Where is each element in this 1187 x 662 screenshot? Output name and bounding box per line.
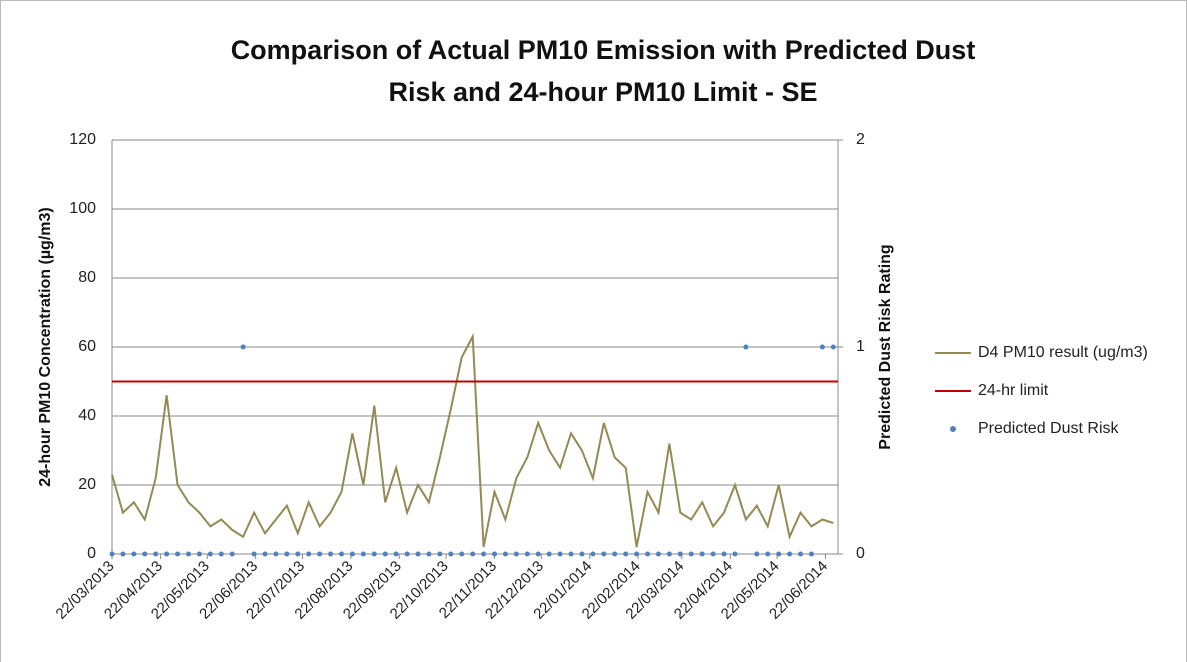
y-tick-label: 60 <box>78 338 96 355</box>
risk-point <box>153 551 159 557</box>
risk-point <box>645 551 651 557</box>
risk-point <box>710 551 716 557</box>
chart-title: Risk and 24-hour PM10 Limit - SE <box>388 77 817 107</box>
risk-point <box>623 551 629 557</box>
risk-point <box>404 551 410 557</box>
risk-point <box>612 551 618 557</box>
risk-point <box>819 344 825 350</box>
risk-point <box>415 551 421 557</box>
risk-point <box>207 551 213 557</box>
risk-point <box>601 551 607 557</box>
y-tick-label: 40 <box>78 407 96 424</box>
risk-point <box>382 551 388 557</box>
legend-label: Predicted Dust Risk <box>978 420 1119 437</box>
risk-point <box>688 551 694 557</box>
chart-title: Comparison of Actual PM10 Emission with … <box>231 35 976 65</box>
y2-axis-title: Predicted Dust Risk Rating <box>877 244 894 449</box>
risk-point <box>448 551 454 557</box>
y2-tick-label: 1 <box>856 338 865 355</box>
risk-point <box>339 551 345 557</box>
risk-point <box>481 551 487 557</box>
risk-point <box>754 551 760 557</box>
risk-point <box>470 551 476 557</box>
risk-point <box>142 551 148 557</box>
risk-point <box>732 551 738 557</box>
risk-point <box>437 551 443 557</box>
risk-point <box>218 551 224 557</box>
risk-point <box>295 551 301 557</box>
risk-point <box>131 551 137 557</box>
risk-point <box>273 551 279 557</box>
risk-point <box>557 551 563 557</box>
risk-point <box>164 551 170 557</box>
risk-point <box>590 551 596 557</box>
risk-point <box>765 551 771 557</box>
risk-point <box>492 551 498 557</box>
risk-point <box>677 551 683 557</box>
y-tick-label: 20 <box>78 476 96 493</box>
risk-point <box>284 551 290 557</box>
risk-point <box>830 344 836 350</box>
risk-point <box>579 551 585 557</box>
risk-point <box>513 551 519 557</box>
risk-point <box>240 344 246 350</box>
risk-point <box>196 551 202 557</box>
risk-point <box>426 551 432 557</box>
risk-point <box>798 551 804 557</box>
risk-point <box>306 551 312 557</box>
y-tick-label: 100 <box>69 200 96 217</box>
risk-point <box>349 551 355 557</box>
risk-point <box>743 344 749 350</box>
risk-point <box>229 551 235 557</box>
risk-point <box>393 551 399 557</box>
risk-point <box>371 551 377 557</box>
risk-point <box>666 551 672 557</box>
risk-point <box>524 551 530 557</box>
risk-point <box>546 551 552 557</box>
risk-point <box>262 551 268 557</box>
y-tick-label: 120 <box>69 131 96 148</box>
risk-point <box>328 551 334 557</box>
risk-point <box>502 551 508 557</box>
data-line <box>111 332 834 548</box>
risk-point <box>360 551 366 557</box>
risk-point <box>120 551 126 557</box>
risk-point <box>317 551 323 557</box>
risk-point <box>535 551 541 557</box>
risk-point <box>175 551 181 557</box>
risk-point <box>655 551 661 557</box>
risk-point <box>634 551 640 557</box>
risk-point <box>459 551 465 557</box>
risk-point <box>186 551 192 557</box>
y2-tick-label: 2 <box>856 131 865 148</box>
y-tick-label: 80 <box>78 269 96 286</box>
risk-point <box>808 551 814 557</box>
risk-point <box>568 551 574 557</box>
risk-point <box>109 551 115 557</box>
y-tick-label: 0 <box>87 545 96 562</box>
risk-point <box>787 551 793 557</box>
risk-point <box>251 551 257 557</box>
risk-point <box>699 551 705 557</box>
risk-point <box>721 551 727 557</box>
legend-label: 24-hr limit <box>978 382 1049 399</box>
y2-tick-label: 0 <box>856 545 865 562</box>
risk-point <box>776 551 782 557</box>
legend-marker <box>950 426 956 432</box>
legend-label: D4 PM10 result (ug/m3) <box>978 344 1148 361</box>
y-axis-title: 24-hour PM10 Concentration (µg/m3) <box>37 207 54 486</box>
